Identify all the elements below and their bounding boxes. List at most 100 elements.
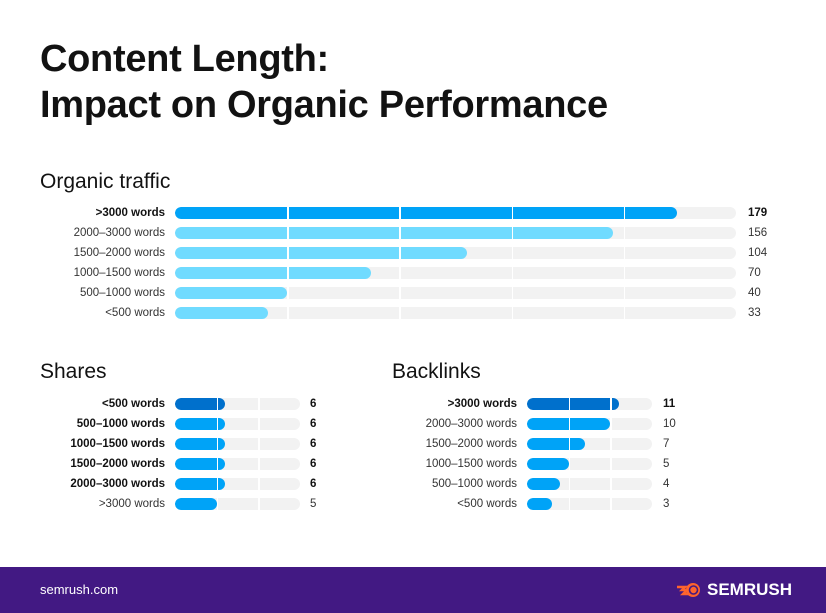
gridline xyxy=(287,247,289,259)
bar-track xyxy=(175,398,300,410)
bar-track xyxy=(527,398,652,410)
bar xyxy=(175,307,268,319)
data-label: 10 xyxy=(663,418,676,430)
data-label: 5 xyxy=(663,458,670,470)
category-label: 1500–2000 words xyxy=(70,458,165,470)
bar xyxy=(527,438,586,450)
category-label: 500–1000 words xyxy=(431,478,517,490)
gridline xyxy=(568,418,571,430)
gridline xyxy=(258,458,260,470)
data-label: 40 xyxy=(748,287,761,299)
bar xyxy=(175,478,225,490)
bar xyxy=(175,398,225,410)
gridline xyxy=(399,227,401,239)
bar xyxy=(175,438,225,450)
gridline xyxy=(399,267,401,279)
gridline xyxy=(610,398,612,410)
gridline xyxy=(216,498,219,510)
data-label: 5 xyxy=(310,498,317,510)
gridline xyxy=(258,398,260,410)
bar xyxy=(175,418,225,430)
gridline xyxy=(623,307,626,319)
gridline xyxy=(258,498,260,510)
page-title: Content Length: Impact on Organic Perform… xyxy=(40,36,608,128)
title-line-1: Content Length: xyxy=(40,38,329,80)
category-label: 500–1000 words xyxy=(79,287,165,299)
gridline xyxy=(216,478,219,490)
bar xyxy=(175,287,288,299)
data-label: 104 xyxy=(748,247,768,259)
data-label: 6 xyxy=(310,438,317,450)
gridline xyxy=(511,247,514,259)
bar-track xyxy=(527,418,652,430)
organic-traffic-title: Organic traffic xyxy=(40,170,171,193)
gridline xyxy=(511,307,514,319)
data-label: 70 xyxy=(748,267,761,279)
bar-track xyxy=(527,438,652,450)
gridline xyxy=(568,458,571,470)
category-label: 1500–2000 words xyxy=(73,247,165,259)
data-label: 4 xyxy=(663,478,670,490)
bar-track xyxy=(527,458,652,470)
bar xyxy=(527,478,561,490)
data-label: 6 xyxy=(310,418,317,430)
category-label: <500 words xyxy=(105,307,165,319)
bar xyxy=(175,458,225,470)
gridline xyxy=(623,267,626,279)
category-label: 500–1000 words xyxy=(76,418,165,430)
category-label: >3000 words xyxy=(98,498,165,510)
data-label: 7 xyxy=(663,438,670,450)
bar-track xyxy=(175,287,736,299)
gridline xyxy=(610,498,612,510)
charts: >3000 words 179 2000–3000 words 156 1500–200… xyxy=(70,207,768,510)
gridline xyxy=(287,267,289,279)
category-label: 1000–1500 words xyxy=(73,267,165,279)
bar-track xyxy=(175,207,736,219)
bar xyxy=(175,227,613,239)
data-label: 6 xyxy=(310,478,317,490)
bar xyxy=(527,398,619,410)
data-label: 179 xyxy=(748,207,768,219)
data-label: 6 xyxy=(310,398,317,410)
gridline xyxy=(399,307,401,319)
gridline xyxy=(511,227,514,239)
gridline xyxy=(216,398,219,410)
bar xyxy=(527,458,569,470)
gridline xyxy=(216,438,219,450)
category-label: 1000–1500 words xyxy=(70,438,165,450)
bar-track xyxy=(175,267,736,279)
gridline xyxy=(568,398,571,410)
gridline xyxy=(287,287,289,299)
gridline xyxy=(623,227,626,239)
gridline xyxy=(399,247,401,259)
bar xyxy=(175,267,372,279)
bar-track xyxy=(175,247,736,259)
gridline xyxy=(623,247,626,259)
bar xyxy=(175,498,217,510)
category-label: 1500–2000 words xyxy=(425,438,517,450)
backlinks-title: Backlinks xyxy=(392,360,481,383)
shares-title: Shares xyxy=(40,360,107,383)
bar-track xyxy=(527,498,652,510)
gridline xyxy=(511,267,514,279)
bar xyxy=(527,498,552,510)
category-label: 2000–3000 words xyxy=(425,418,517,430)
bar-track xyxy=(175,478,300,490)
category-label: 1000–1500 words xyxy=(425,458,517,470)
gridline xyxy=(399,287,401,299)
data-label: 33 xyxy=(748,307,761,319)
bar-track xyxy=(175,418,300,430)
gridline xyxy=(511,287,514,299)
gridline xyxy=(610,458,612,470)
gridline xyxy=(399,207,401,219)
category-label: <500 words xyxy=(457,498,517,510)
gridline xyxy=(623,207,626,219)
bar-track xyxy=(175,227,736,239)
gridline xyxy=(623,287,626,299)
data-label: 6 xyxy=(310,458,317,470)
gridline xyxy=(287,207,289,219)
gridline xyxy=(610,438,612,450)
site-link[interactable]: semrush.com xyxy=(40,582,119,597)
bar xyxy=(175,207,678,219)
brand-name: SEMRUSH xyxy=(707,580,793,599)
